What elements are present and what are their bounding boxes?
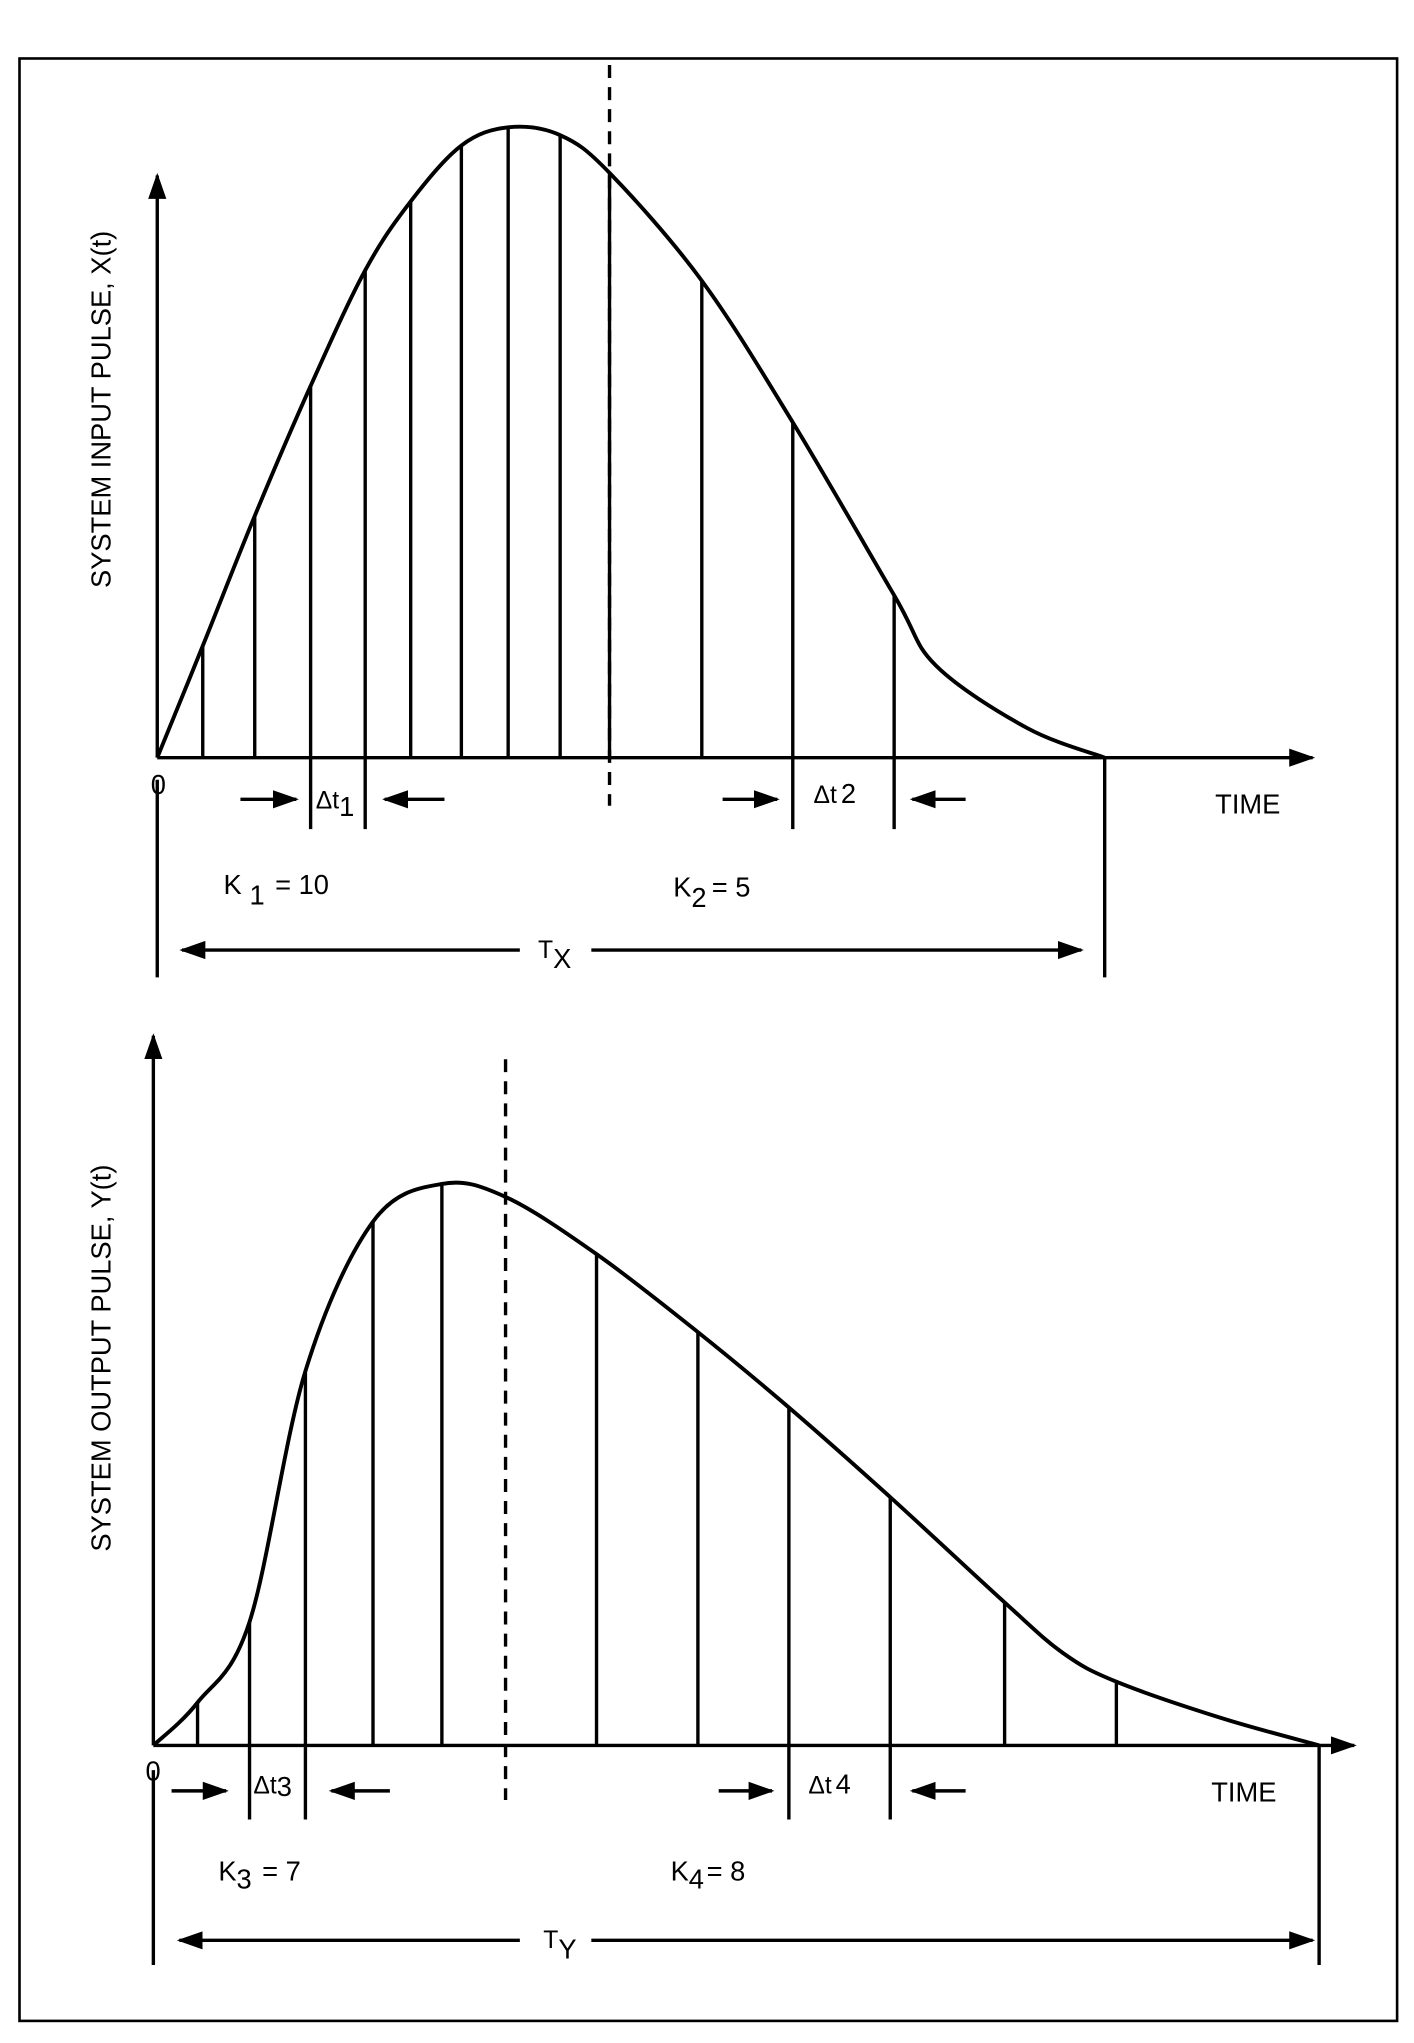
origin-label: 0 [146, 1755, 161, 1786]
strips [195, 1183, 1119, 1820]
label-part: K [671, 1856, 689, 1887]
output-panel: SYSTEM OUTPUT PULSE, Y(t) 0 TIME Δt3 Δt 4… [85, 1033, 1357, 1966]
label-part: T [538, 937, 553, 964]
label-part: = 10 [275, 869, 329, 900]
label-part: 4 [689, 1863, 704, 1894]
label-part: 2 [841, 778, 856, 809]
label-part: 3 [277, 1771, 292, 1802]
origin-label: 0 [151, 769, 166, 800]
label-part: Δt [316, 787, 339, 814]
interval-label: Δt1 [316, 787, 355, 822]
label-part: K [218, 1856, 236, 1887]
y-axis-label: SYSTEM OUTPUT PULSE, Y(t) [85, 1165, 116, 1552]
label-part: Δt [253, 1772, 276, 1799]
label-part: Y [558, 1934, 576, 1965]
label-part: T [543, 1927, 558, 1954]
y-axis-label: SYSTEM INPUT PULSE, X(t) [85, 231, 116, 588]
label-part: = 7 [262, 1856, 301, 1887]
label-part: 3 [237, 1863, 252, 1894]
strips [201, 127, 896, 830]
label-part: Δt [814, 782, 837, 809]
label-part: K [673, 872, 691, 903]
output-curve [152, 1180, 1320, 1748]
duration-label: TY [543, 1927, 576, 1964]
label-part: = 8 [707, 1856, 746, 1887]
label-part: 4 [836, 1768, 851, 1799]
duration-label: TX [538, 937, 571, 974]
constant-label: K 1 = 10 [224, 869, 329, 910]
label-part: X [553, 943, 571, 974]
input-panel: SYSTEM INPUT PULSE, X(t) 0 TIME Δt1 Δt 2 … [85, 64, 1316, 978]
constant-label: K2 = 5 [673, 872, 750, 913]
label-part: 1 [339, 791, 354, 822]
constant-label: K3 = 7 [218, 1856, 300, 1895]
label-part: 2 [691, 882, 706, 913]
label-part: 1 [250, 880, 265, 911]
label-part: = 5 [712, 872, 751, 903]
frame [18, 57, 1399, 2023]
input-curve [155, 124, 1106, 760]
interval-label: Δt 2 [814, 778, 856, 809]
interval-label: Δt3 [253, 1771, 292, 1802]
label-part: K [224, 869, 242, 900]
label-part: Δt [808, 1772, 831, 1799]
constant-label: K4 = 8 [671, 1856, 746, 1895]
x-axis-label: TIME [1211, 1776, 1276, 1807]
interval-label: Δt 4 [808, 1768, 850, 1799]
x-axis-label: TIME [1215, 789, 1280, 820]
